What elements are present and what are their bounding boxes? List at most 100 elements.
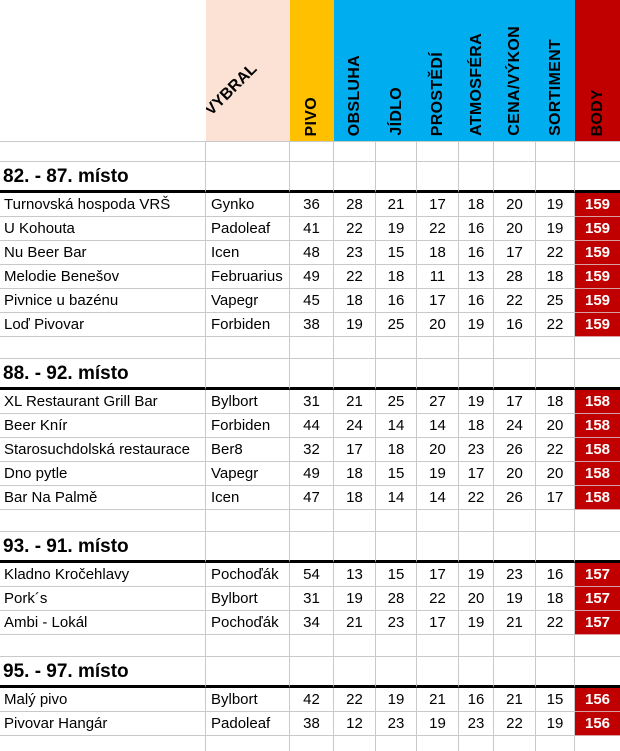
spacer-row	[0, 337, 620, 359]
score-cell: 22	[536, 241, 575, 265]
score-cell: 16	[459, 217, 494, 241]
brewery-name: Februarius	[206, 265, 290, 289]
grid-cell	[206, 510, 290, 532]
score-cell: 18	[459, 193, 494, 217]
brewery-name: Bylbort	[206, 390, 290, 414]
brewery-name: Padoleaf	[206, 217, 290, 241]
score-cell: 26	[494, 486, 536, 510]
score-cell: 23	[376, 712, 417, 736]
score-cell: 22	[536, 611, 575, 635]
body-score: 158	[575, 390, 620, 414]
score-cell: 22	[536, 438, 575, 462]
grid-cell	[459, 359, 494, 390]
grid-cell	[459, 337, 494, 359]
body-score: 159	[575, 265, 620, 289]
venue-name: Pork´s	[0, 587, 206, 611]
table-row: Dno pytle Vapegr 49 18 15 19 17 20 20 158	[0, 462, 620, 486]
table-head: VYBRAL PIVO OBSLUHA JÍDLO PROSTĚDÍ ATMOS…	[0, 0, 620, 142]
header-obsluha-cell: OBSLUHA	[334, 0, 376, 142]
venue-name: XL Restaurant Grill Bar	[0, 390, 206, 414]
score-cell: 13	[459, 265, 494, 289]
score-cell: 22	[494, 289, 536, 313]
column-label-jidlo: JÍDLO	[387, 87, 405, 136]
grid-cell	[494, 532, 536, 563]
grid-cell	[494, 635, 536, 657]
grid-cell	[459, 142, 494, 162]
grid-cell	[290, 736, 334, 751]
score-cell: 42	[290, 688, 334, 712]
grid-cell	[0, 510, 206, 532]
score-cell: 23	[459, 438, 494, 462]
grid-cell	[334, 359, 376, 390]
score-cell: 19	[334, 313, 376, 337]
score-cell: 22	[334, 688, 376, 712]
column-label-prostedi: PROSTĚDÍ	[429, 51, 446, 136]
score-cell: 32	[290, 438, 334, 462]
brewery-name: Pochoďák	[206, 563, 290, 587]
grid-cell	[417, 162, 459, 193]
grid-cell	[494, 359, 536, 390]
score-cell: 21	[334, 611, 376, 635]
table-row: U Kohouta Padoleaf 41 22 19 22 16 20 19 159	[0, 217, 620, 241]
venue-name: Pivovar Hangár	[0, 712, 206, 736]
score-cell: 20	[494, 462, 536, 486]
body-score: 159	[575, 241, 620, 265]
score-cell: 22	[334, 265, 376, 289]
table-row: Pivnice u bazénu Vapegr 45 18 16 17 16 22 25 159	[0, 289, 620, 313]
spacer-row	[0, 510, 620, 532]
column-label-body: BODY	[588, 88, 606, 136]
grid-cell	[0, 142, 206, 162]
venue-name: Dno pytle	[0, 462, 206, 486]
score-cell: 18	[536, 587, 575, 611]
grid-cell	[376, 510, 417, 532]
score-cell: 19	[536, 712, 575, 736]
score-cell: 23	[459, 712, 494, 736]
spacer-row	[0, 635, 620, 657]
grid-cell	[494, 736, 536, 751]
score-cell: 20	[494, 217, 536, 241]
column-label-obsluha: OBSLUHA	[346, 54, 363, 136]
table-row: Malý pivo Bylbort 42 22 19 21 16 21 15 156	[0, 688, 620, 712]
score-cell: 18	[334, 486, 376, 510]
grid-cell	[290, 142, 334, 162]
score-cell: 34	[290, 611, 334, 635]
grid-cell	[459, 162, 494, 193]
grid-cell	[206, 162, 290, 193]
table-row: Nu Beer Bar Icen 48 23 15 18 16 17 22 159	[0, 241, 620, 265]
score-cell: 17	[417, 289, 459, 313]
grid-cell	[575, 736, 620, 751]
score-cell: 20	[536, 462, 575, 486]
brewery-name: Vapegr	[206, 289, 290, 313]
score-cell: 17	[494, 241, 536, 265]
score-cell: 16	[459, 688, 494, 712]
body-score: 158	[575, 462, 620, 486]
grid-cell	[290, 657, 334, 688]
score-cell: 21	[494, 611, 536, 635]
grid-cell	[536, 359, 575, 390]
grid-cell	[290, 532, 334, 563]
score-cell: 45	[290, 289, 334, 313]
header-atmosfera-cell: ATMOSFÉRA	[459, 0, 494, 142]
venue-name: Starosuchdolská restaurace	[0, 438, 206, 462]
score-cell: 17	[417, 193, 459, 217]
column-label-cenavykon: CENA/VÝKON	[506, 26, 523, 136]
score-cell: 23	[334, 241, 376, 265]
grid-cell	[334, 337, 376, 359]
brewery-name: Gynko	[206, 193, 290, 217]
score-cell: 17	[536, 486, 575, 510]
score-cell: 23	[376, 611, 417, 635]
table-row: XL Restaurant Grill Bar Bylbort 31 21 25 27 19…	[0, 390, 620, 414]
table-row: Ambi - Lokál Pochoďák 34 21 23 17 19 21 22 157	[0, 611, 620, 635]
section-title: 82. - 87. místo	[0, 162, 206, 193]
score-cell: 41	[290, 217, 334, 241]
score-cell: 28	[376, 587, 417, 611]
score-cell: 16	[376, 289, 417, 313]
grid-cell	[290, 635, 334, 657]
body-score: 158	[575, 486, 620, 510]
header-empty-cell	[0, 0, 206, 142]
grid-cell	[417, 337, 459, 359]
grid-cell	[417, 510, 459, 532]
grid-cell	[334, 510, 376, 532]
grid-cell	[575, 510, 620, 532]
grid-cell	[206, 142, 290, 162]
